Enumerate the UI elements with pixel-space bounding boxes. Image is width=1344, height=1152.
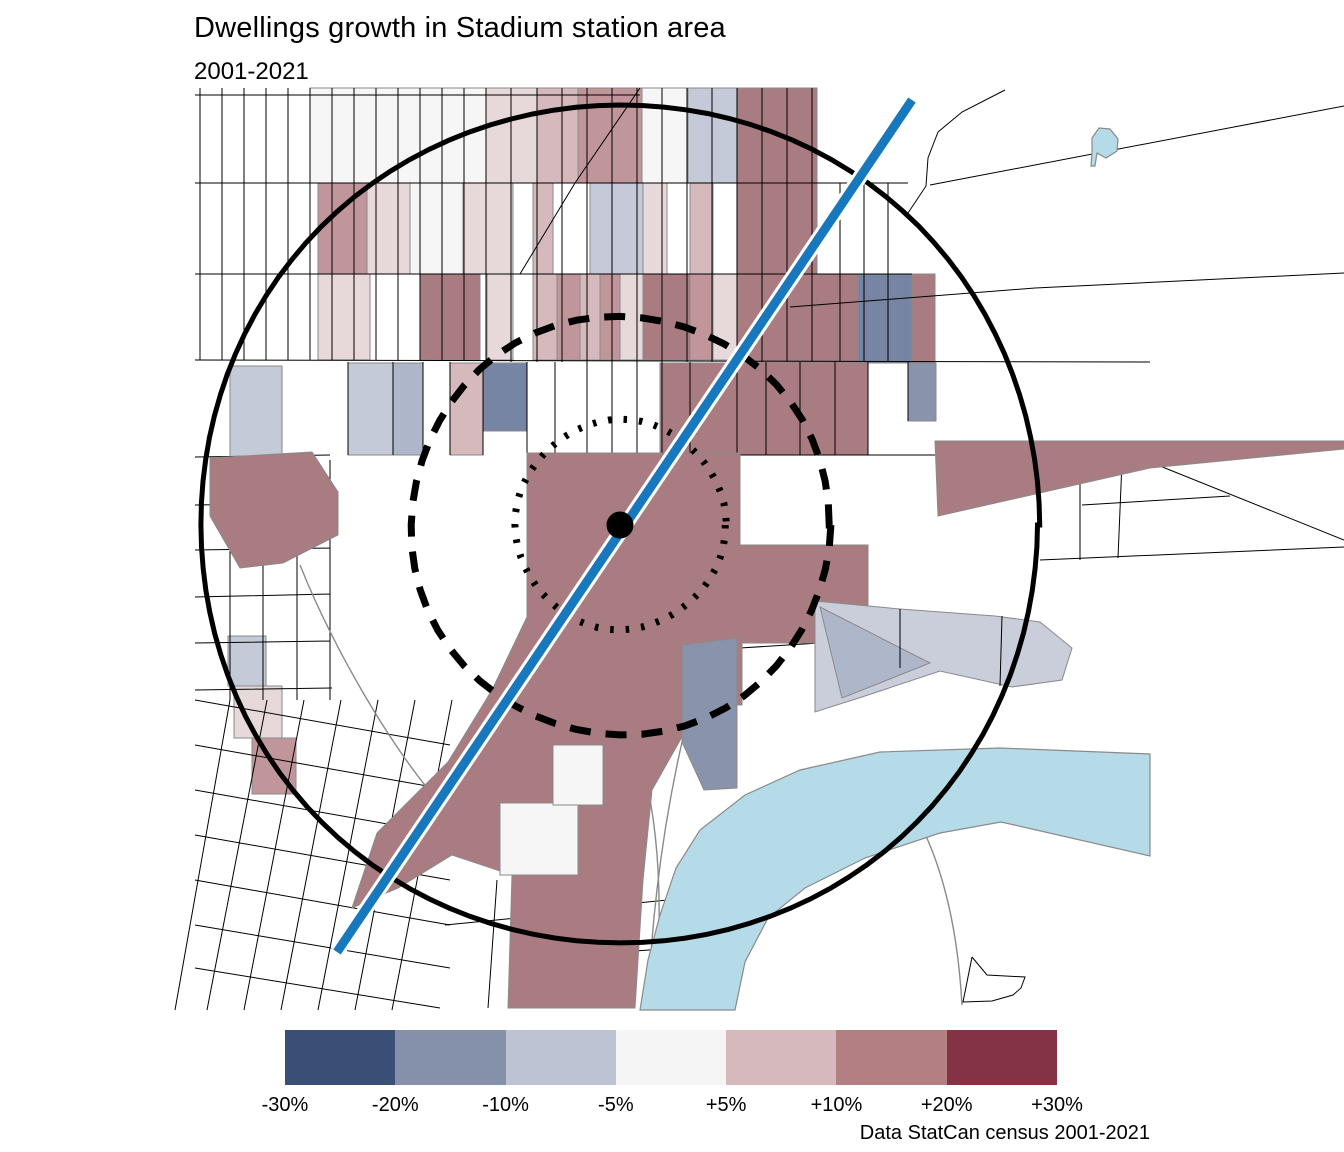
- legend-label: -5%: [598, 1094, 634, 1116]
- legend-label: +20%: [920, 1094, 973, 1116]
- radius-ring-inner: [511, 415, 731, 634]
- legend-swatch-3: [615, 1030, 727, 1085]
- parcel-chevron-west: [209, 451, 339, 569]
- parcel-notch: [499, 802, 579, 876]
- legend-label: -30%: [261, 1094, 309, 1116]
- flag-outline: [962, 956, 1026, 1003]
- parcel-arrow-inner: [819, 606, 932, 699]
- data-source-caption: Data StatCan census 2001-2021: [859, 1122, 1150, 1144]
- page-title: Dwellings growth in Stadium station area: [194, 12, 726, 44]
- legend-label: -10%: [482, 1094, 529, 1116]
- legend-swatch-1: [395, 1030, 506, 1085]
- parcel-notch: [552, 744, 604, 806]
- pond: [1090, 127, 1119, 167]
- legend-label: -20%: [371, 1094, 419, 1116]
- legend-swatch-2: [505, 1030, 616, 1085]
- radius-ring-outer: [198, 102, 1043, 946]
- legend-labels: -30% -20% -10% -5% +5% +10% +20% +30%: [262, 1094, 1083, 1118]
- legend-swatch-6: [946, 1030, 1057, 1085]
- parcel-layer: [227, 87, 937, 795]
- radius-ring-middle: [407, 312, 835, 739]
- station-marker: [606, 511, 634, 539]
- page-subtitle: 2001-2021: [194, 58, 309, 85]
- legend-swatch-4: [726, 1030, 837, 1085]
- parcel-slate-south: [681, 637, 738, 791]
- legend-label: +10%: [810, 1094, 863, 1116]
- legend-swatch-0: [285, 1030, 396, 1085]
- legend-label: +5%: [705, 1094, 747, 1116]
- legend-swatch-5: [836, 1030, 947, 1085]
- parcel-wedge-east: [934, 440, 1344, 517]
- legend-bar: [285, 1030, 1057, 1085]
- parcel-corridor: [351, 452, 869, 1009]
- growth-polygon-layer: [209, 440, 1344, 1009]
- legend-label: +30%: [1031, 1094, 1083, 1116]
